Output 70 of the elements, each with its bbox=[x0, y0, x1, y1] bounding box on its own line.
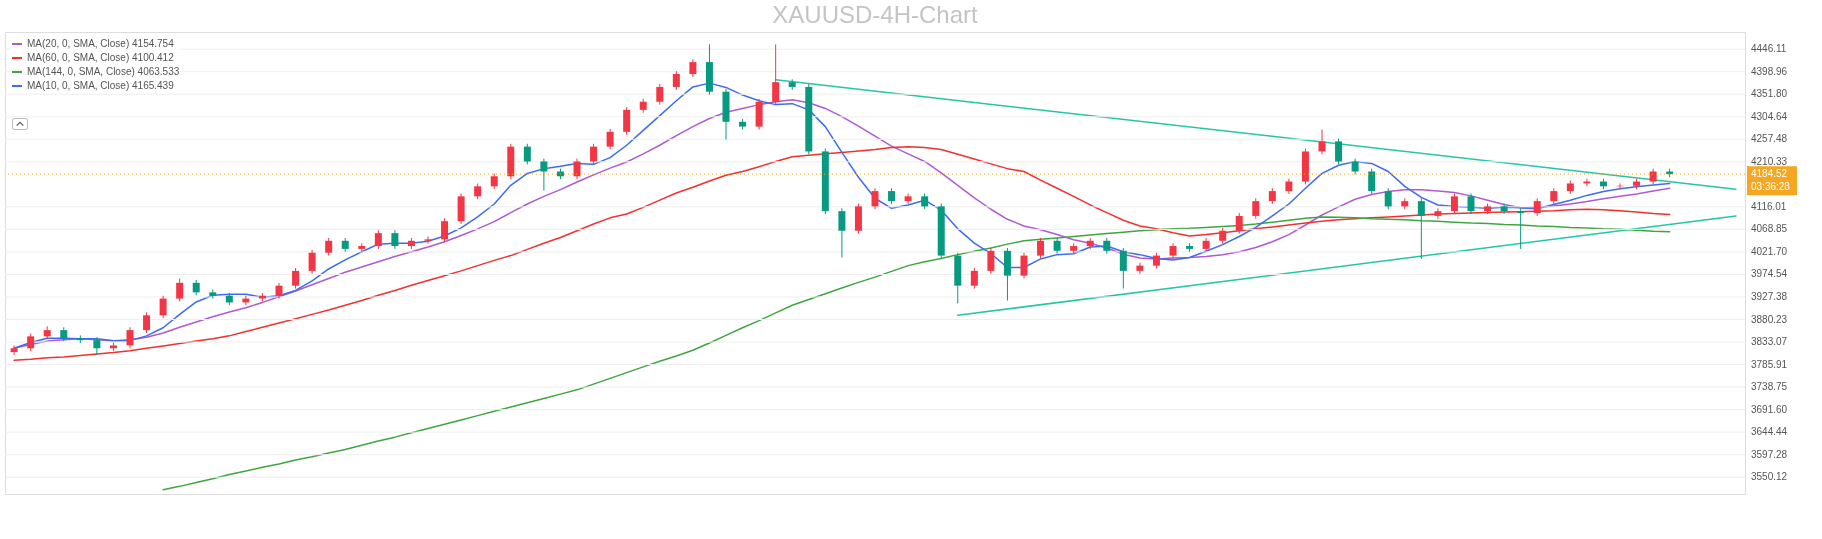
y-tick-label: 4351.80 bbox=[1751, 88, 1788, 100]
y-tick-label: 4210.33 bbox=[1751, 155, 1788, 167]
legend-label: MA(20, 0, SMA, Close) 4154.754 bbox=[27, 38, 175, 49]
candlestick bbox=[1450, 192, 1458, 215]
y-tick-label: 3550.12 bbox=[1751, 471, 1788, 483]
candlestick bbox=[1368, 168, 1376, 195]
y-tick-label: 3691.60 bbox=[1751, 403, 1788, 415]
candlestick bbox=[292, 267, 300, 290]
candlestick bbox=[573, 158, 581, 180]
candlestick bbox=[1119, 247, 1127, 290]
candlestick bbox=[904, 192, 912, 205]
chart-title: XAUUSD-4H-Chart bbox=[772, 1, 979, 28]
candlestick bbox=[590, 143, 598, 165]
candlestick bbox=[1335, 138, 1343, 165]
candlestick bbox=[126, 326, 134, 349]
y-tick-label: 4398.96 bbox=[1751, 65, 1788, 77]
candlestick bbox=[656, 83, 664, 106]
candlestick bbox=[308, 249, 316, 275]
candlestick bbox=[970, 267, 978, 290]
candlestick bbox=[159, 295, 167, 319]
candlestick bbox=[1020, 252, 1028, 280]
candlestick bbox=[772, 43, 780, 106]
y-tick-label: 3927.38 bbox=[1751, 290, 1788, 302]
line-series bbox=[162, 216, 1671, 491]
y-tick-label: 4116.01 bbox=[1751, 200, 1787, 212]
candlestick bbox=[424, 235, 432, 245]
legend-label: MA(144, 0, SMA, Close) 4063.533 bbox=[27, 66, 180, 77]
candlestick bbox=[1136, 262, 1144, 275]
y-tick-label: 4021.70 bbox=[1751, 245, 1788, 257]
candlestick bbox=[1434, 207, 1442, 220]
y-tick-label: 4257.48 bbox=[1751, 133, 1788, 145]
y-tick-label: 3785.91 bbox=[1751, 358, 1788, 370]
candlestick bbox=[391, 229, 399, 250]
candlestick bbox=[623, 106, 631, 136]
y-tick-label: 3738.75 bbox=[1751, 381, 1788, 393]
candlestick bbox=[871, 187, 879, 210]
legend-label: MA(60, 0, SMA, Close) 4100.412 bbox=[27, 52, 175, 63]
candlestick bbox=[838, 207, 846, 259]
candlestick bbox=[93, 336, 101, 356]
candlestick bbox=[1252, 197, 1260, 220]
line-series bbox=[13, 145, 1671, 361]
y-tick-label: 3880.23 bbox=[1751, 313, 1788, 325]
candlestick bbox=[176, 278, 184, 302]
ref-line-label: 4184.52 bbox=[1751, 168, 1788, 180]
y-tick-label: 4068.85 bbox=[1751, 223, 1788, 235]
candlestick bbox=[606, 128, 614, 151]
candlestick bbox=[1417, 197, 1425, 260]
y-tick-label: 4304.64 bbox=[1751, 110, 1788, 122]
text: 03:36:28 bbox=[1751, 181, 1791, 193]
candlestick bbox=[374, 229, 382, 250]
candlestick bbox=[1037, 237, 1045, 259]
candlestick bbox=[143, 311, 151, 334]
candlestick bbox=[1467, 192, 1475, 215]
candlestick bbox=[523, 143, 531, 165]
candlestick bbox=[1384, 187, 1392, 210]
candlestick bbox=[1517, 207, 1525, 250]
y-tick-label: 4446.11 bbox=[1751, 43, 1787, 55]
y-tick-label: 3974.54 bbox=[1751, 268, 1788, 280]
y-tick-label: 3833.07 bbox=[1751, 336, 1788, 348]
legend-label: MA(10, 0, SMA, Close) 4165.439 bbox=[27, 80, 175, 91]
candlestick bbox=[10, 344, 18, 356]
candlestick bbox=[1318, 128, 1326, 155]
candlestick bbox=[1500, 203, 1508, 215]
candlestick bbox=[987, 247, 995, 275]
y-tick-label: 3644.44 bbox=[1751, 426, 1788, 438]
y-tick-label: 3597.28 bbox=[1751, 448, 1788, 460]
candlestick bbox=[672, 70, 680, 91]
candlestick bbox=[1235, 212, 1243, 235]
candlestick bbox=[441, 217, 449, 243]
candlestick bbox=[540, 158, 548, 192]
